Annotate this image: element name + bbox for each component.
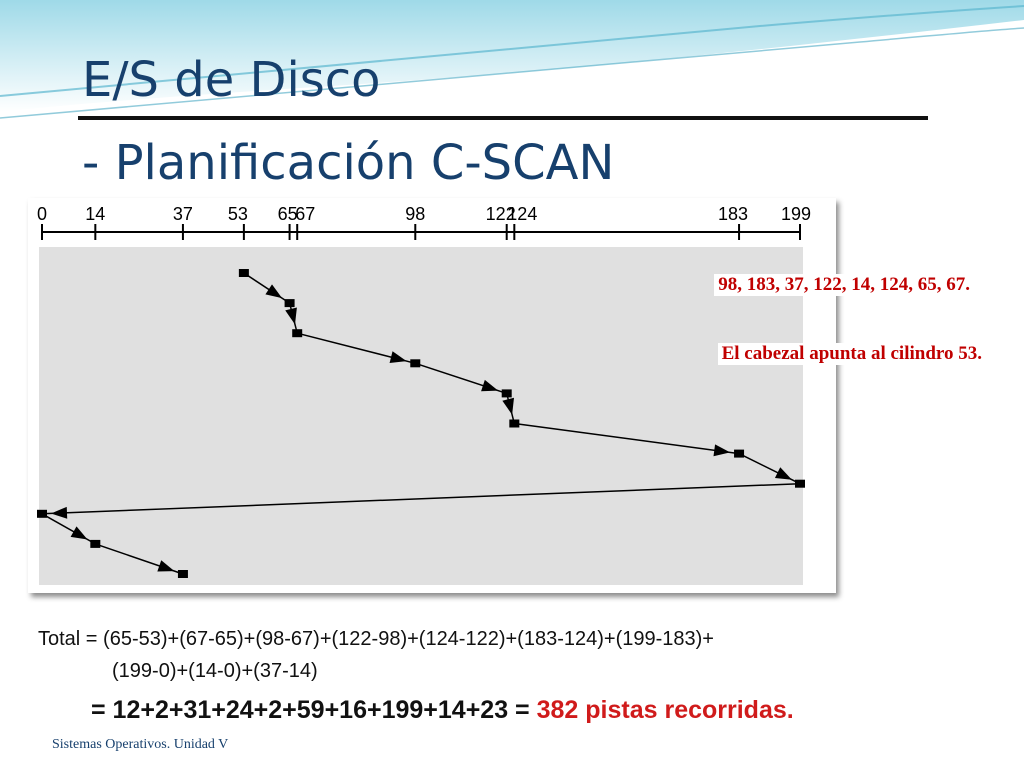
path-point: [410, 359, 421, 368]
total-expression-line-2: (199-0)+(14-0)+(37-14): [112, 660, 318, 682]
path-point: [284, 299, 295, 308]
head-position-note: El cabezal apunta al cilindro 53.: [717, 343, 986, 365]
axis-tick-label: 0: [37, 204, 47, 224]
path-arrow: [70, 526, 88, 540]
path-arrow: [265, 284, 283, 299]
path-arrow: [389, 351, 407, 363]
total-expression-line-1: Total = (65-53)+(67-65)+(98-67)+(122-98)…: [38, 628, 714, 651]
path-arrow: [502, 397, 515, 415]
axis-tick-label: 37: [173, 204, 193, 224]
path-segment: [514, 422, 740, 455]
path-point: [795, 479, 805, 488]
path-point: [292, 329, 303, 338]
request-queue-text: 98, 183, 37, 122, 14, 124, 65, 67.: [714, 274, 974, 296]
title-underline: [78, 116, 928, 120]
axis-tick-label: 98: [405, 204, 425, 224]
c-scan-diagram: 0 14 37 53 65 67 98 122 124 183 199: [28, 198, 836, 593]
axis-tick-label: 183: [718, 204, 748, 224]
footer-text: Sistemas Operativos. Unidad V: [52, 737, 229, 752]
total-label: Total =: [38, 628, 104, 650]
background-decoration: [0, 0, 1024, 127]
path-point: [734, 449, 745, 458]
title-line-1: E/S de Disco: [82, 52, 381, 108]
total-expression-part-1: (65-53)+(67-65)+(98-67)+(122-98)+(124-12…: [103, 628, 714, 650]
path-arrow: [157, 560, 175, 572]
axis-tick-label: 53: [228, 204, 248, 224]
axis-tick-label: 199: [781, 204, 811, 224]
path-point: [177, 570, 188, 578]
head-path: [37, 269, 805, 578]
axis-tick-label: 124: [507, 204, 537, 224]
path-arrow: [713, 444, 731, 457]
axis-tick-label: 14: [85, 204, 105, 224]
path-point: [501, 389, 512, 398]
total-sum-line: = 12+2+31+24+2+59+16+199+14+23 = 382 pis…: [91, 696, 794, 725]
path-point: [509, 419, 520, 428]
path-arrow: [481, 379, 499, 392]
axis-tick-label: 67: [295, 204, 315, 224]
path-point: [37, 509, 47, 518]
total-result: 382 pistas recorridas.: [536, 696, 794, 724]
axis-tick-label: 122: [486, 204, 516, 224]
total-sum: = 12+2+31+24+2+59+16+199+14+23 =: [91, 696, 537, 724]
path-arrow: [50, 506, 68, 519]
axis-tick-label: 65: [278, 204, 298, 224]
path-arrow: [285, 307, 297, 325]
diagram-panel: [39, 247, 803, 585]
title-line-2: - Planificación C-SCAN: [82, 135, 615, 191]
path-point: [90, 539, 101, 548]
path-point: [238, 269, 249, 277]
path-segment: [41, 482, 801, 515]
path-arrow: [774, 467, 792, 480]
